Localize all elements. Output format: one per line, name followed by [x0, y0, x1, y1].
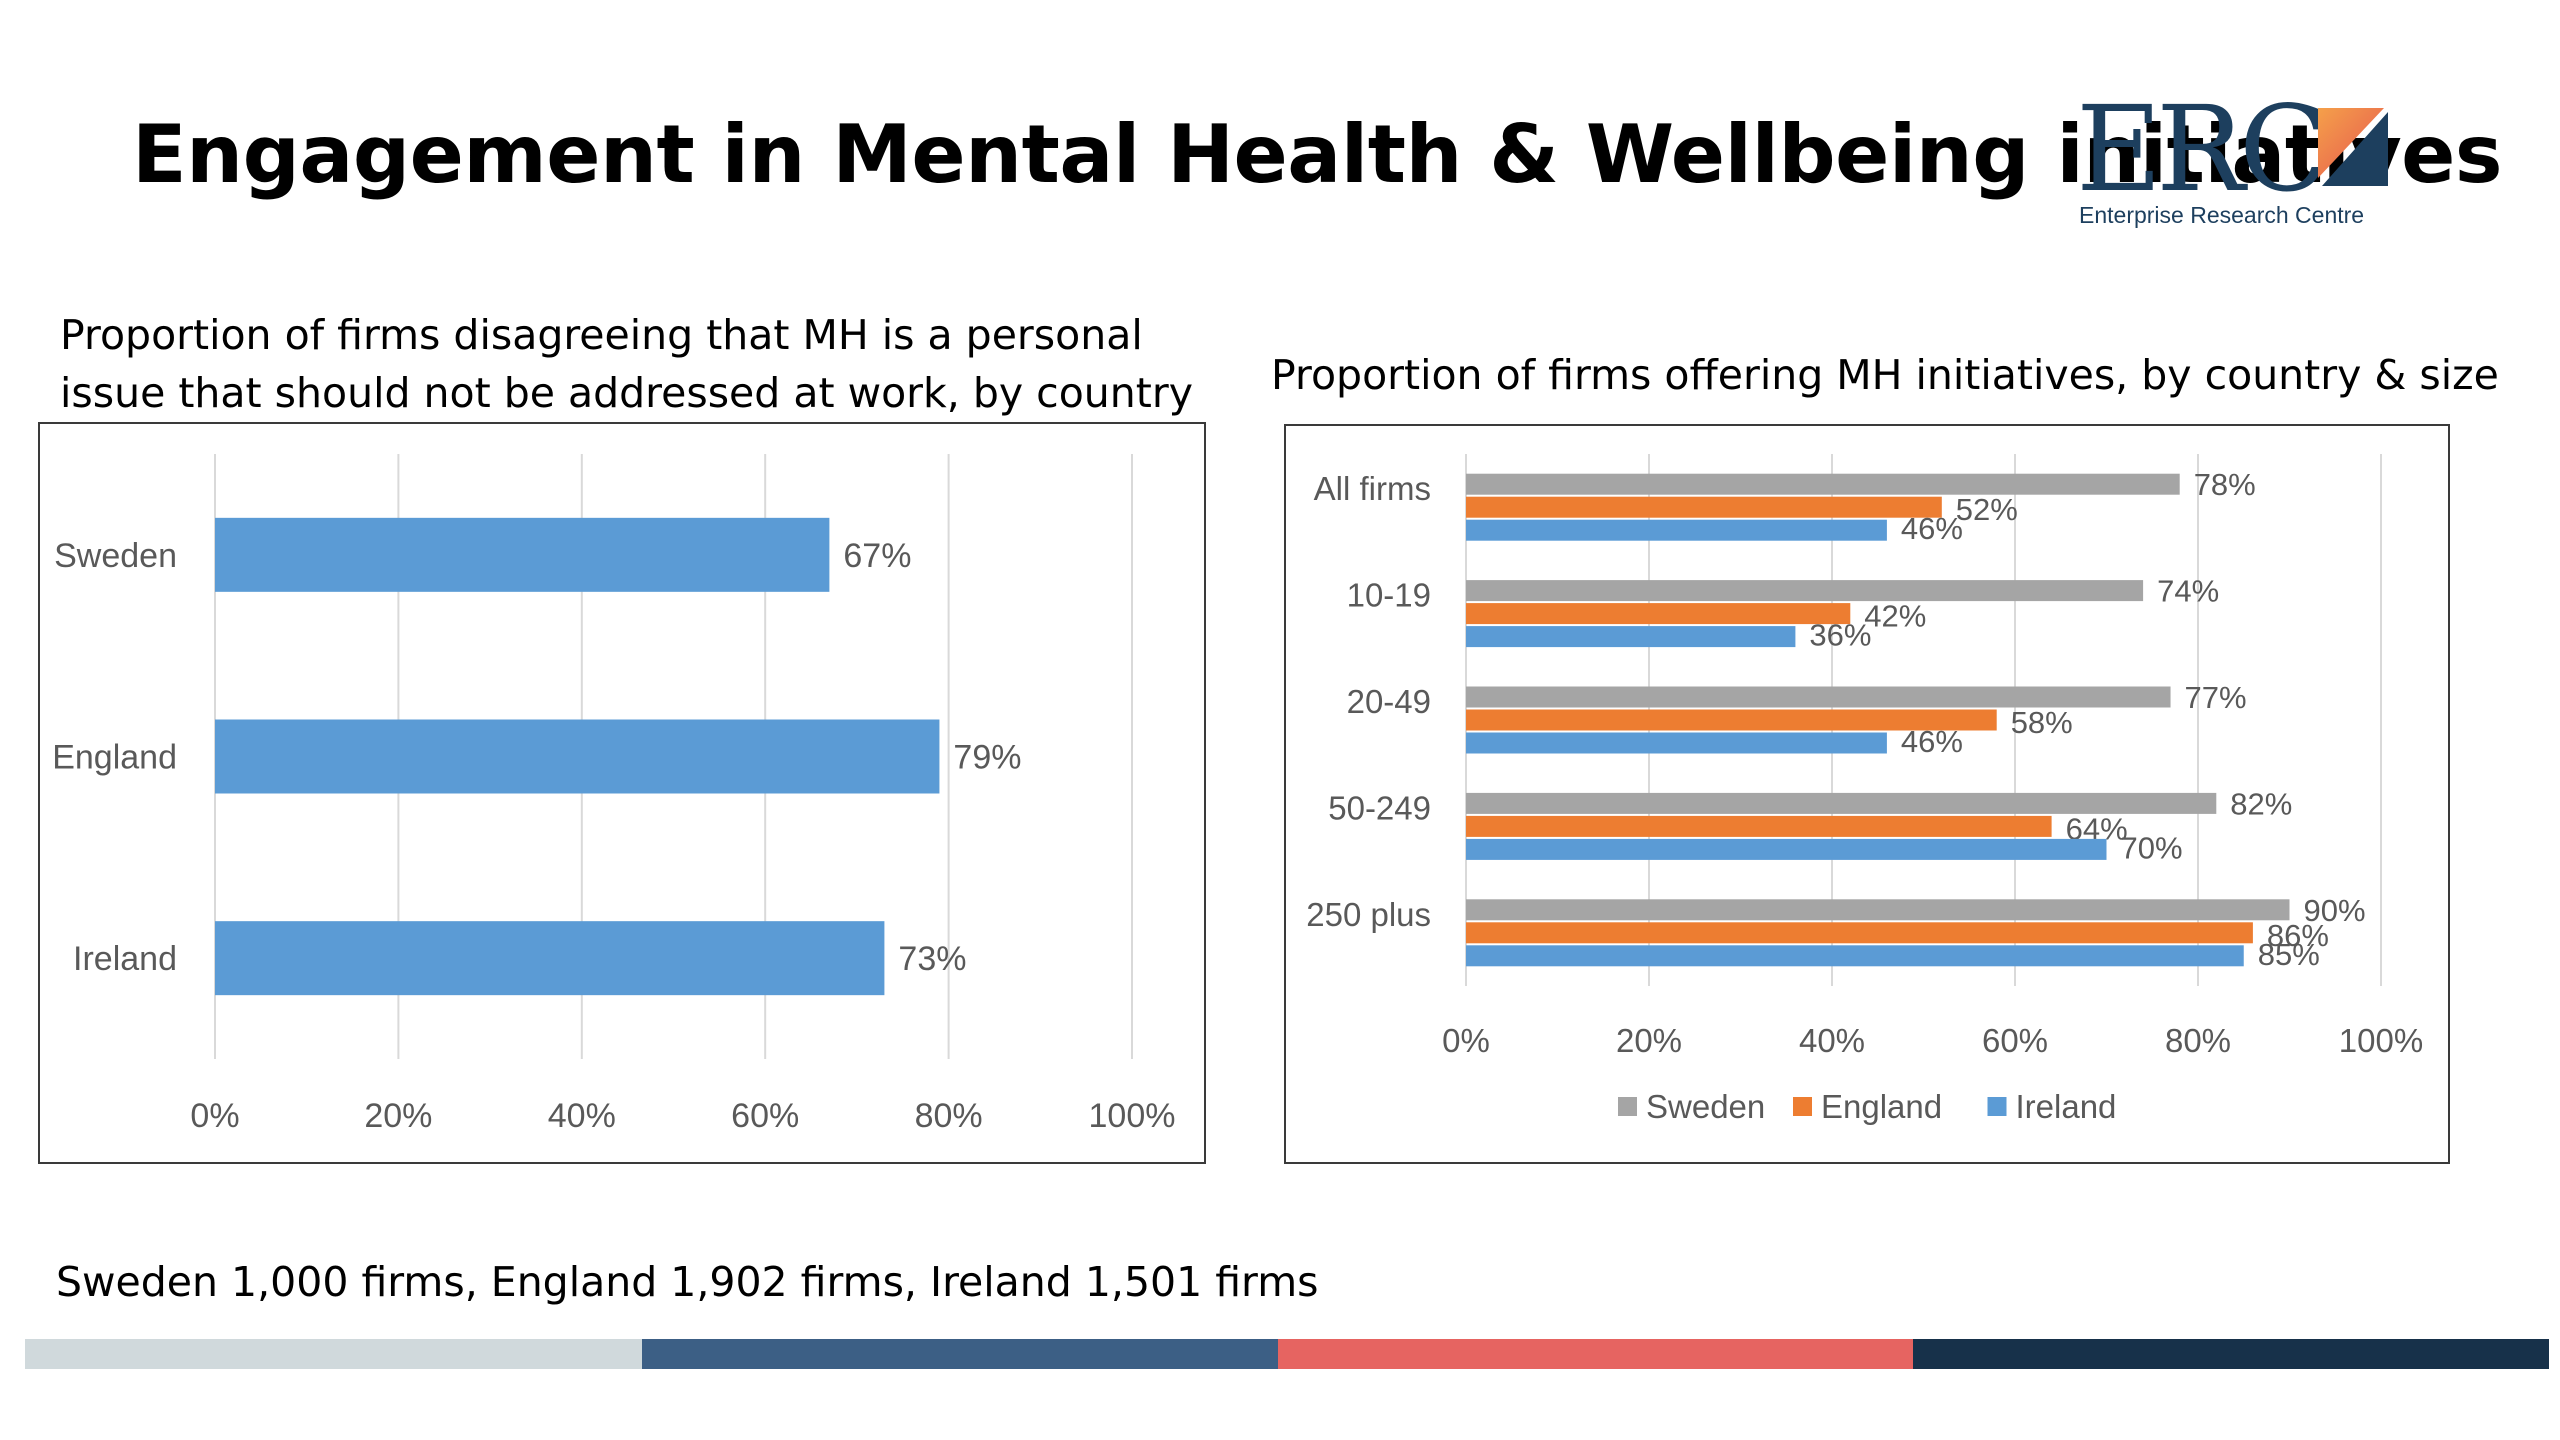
legend-label: Sweden — [1646, 1088, 1765, 1125]
x-tick-label: 80% — [915, 1097, 983, 1135]
data-label: 90% — [2304, 893, 2366, 928]
footer-bar-segment-3 — [1278, 1339, 1913, 1369]
bar-ireland — [1466, 838, 2107, 860]
data-label: 77% — [2185, 680, 2247, 715]
legend-label: Ireland — [2016, 1088, 2117, 1125]
bar-ireland — [1466, 626, 1796, 648]
category-label: 250 plus — [1306, 896, 1431, 933]
data-label: 67% — [843, 537, 911, 575]
bar-england — [1466, 603, 1851, 625]
x-tick-label: 0% — [1442, 1022, 1490, 1059]
data-label: 46% — [1901, 724, 1963, 759]
bar-ireland — [215, 921, 885, 996]
bar-ireland — [1466, 519, 1887, 541]
logo-subtitle: Enterprise Research Centre — [2079, 202, 2365, 228]
logo-mark-icon — [2318, 108, 2388, 186]
category-label: 50-249 — [1328, 789, 1431, 826]
data-label: 73% — [898, 940, 966, 978]
data-label: 52% — [1956, 492, 2018, 527]
x-tick-label: 0% — [190, 1097, 239, 1135]
bar-ireland — [1466, 945, 2244, 967]
x-tick-label: 100% — [1089, 1097, 1176, 1135]
sample-size-footnote: Sweden 1,000 firms, England 1,902 firms,… — [56, 1258, 1319, 1306]
logo-text: ERC — [2076, 80, 2329, 218]
data-label: 82% — [2230, 786, 2292, 821]
category-label: Ireland — [73, 940, 177, 978]
x-tick-label: 100% — [2339, 1022, 2423, 1059]
category-label: All firms — [1314, 470, 1431, 507]
data-label: 78% — [2194, 467, 2256, 502]
left-chart-plot: 0% 20% 40% 60% 80% 100% Sweden 67% England 79% Ire… — [52, 454, 1176, 1135]
footer-bar-segment-2 — [642, 1339, 1278, 1369]
x-tick-label: 20% — [364, 1097, 432, 1135]
legend-swatch-england — [1793, 1097, 1812, 1116]
data-label: 46% — [1901, 511, 1963, 546]
slide-title: Engagement in Mental Health & Wellbeing … — [132, 108, 2503, 201]
right-chart: 0% 20% 40% 60% 80% 100% All firms 78% 52% 46% 10-1… — [1284, 424, 2450, 1164]
erc-logo: ERC Enterprise Research Centre — [2076, 90, 2416, 240]
data-label: 85% — [2258, 937, 2320, 972]
x-tick-label: 60% — [1982, 1022, 2048, 1059]
bar-england — [1466, 496, 1942, 518]
left-chart: 0% 20% 40% 60% 80% 100% Sweden 67% England 79% Ire… — [38, 422, 1206, 1164]
bar-sweden — [215, 517, 830, 592]
bar-ireland — [1466, 732, 1887, 754]
legend-label: England — [1821, 1088, 1942, 1125]
bar-sweden — [1466, 686, 2171, 708]
right-chart-title: Proportion of firms offering MH initiati… — [1271, 351, 2499, 399]
x-tick-label: 40% — [1799, 1022, 1865, 1059]
data-label: 70% — [2121, 830, 2183, 865]
data-label: 79% — [953, 739, 1021, 777]
bar-england — [1466, 709, 1997, 731]
legend-swatch-sweden — [1618, 1097, 1637, 1116]
left-chart-title: Proportion of firms disagreeing that MH … — [60, 306, 1193, 422]
bar-sweden — [1466, 792, 2217, 814]
footer-bar-segment-4 — [1913, 1339, 2549, 1369]
bar-sweden — [1466, 580, 2144, 602]
data-label: 74% — [2157, 574, 2219, 609]
legend-swatch-ireland — [1987, 1097, 2007, 1116]
data-label: 36% — [1809, 618, 1871, 653]
x-tick-label: 80% — [2165, 1022, 2231, 1059]
category-label: England — [52, 739, 177, 777]
bar-sweden — [1466, 473, 2180, 495]
x-tick-label: 20% — [1616, 1022, 1682, 1059]
x-tick-label: 60% — [731, 1097, 799, 1135]
bar-england — [1466, 815, 2052, 837]
category-label: Sweden — [54, 537, 177, 575]
category-label: 10-19 — [1347, 577, 1431, 614]
left-chart-title-line-1: Proportion of firms disagreeing that MH … — [60, 311, 1143, 359]
x-tick-label: 40% — [548, 1097, 616, 1135]
category-label: 20-49 — [1347, 683, 1431, 720]
data-label: 58% — [2011, 705, 2073, 740]
bar-sweden — [1466, 899, 2290, 921]
footer-bar-segment-1 — [25, 1339, 642, 1369]
bar-england — [215, 719, 940, 794]
left-chart-title-line-2: issue that should not be addressed at wo… — [60, 369, 1193, 417]
bar-england — [1466, 922, 2253, 944]
data-label: 42% — [1864, 599, 1926, 634]
data-label: 86% — [2267, 918, 2329, 953]
right-chart-plot: 0% 20% 40% 60% 80% 100%All firms 78%52%46%10-1… — [1306, 454, 2423, 1125]
